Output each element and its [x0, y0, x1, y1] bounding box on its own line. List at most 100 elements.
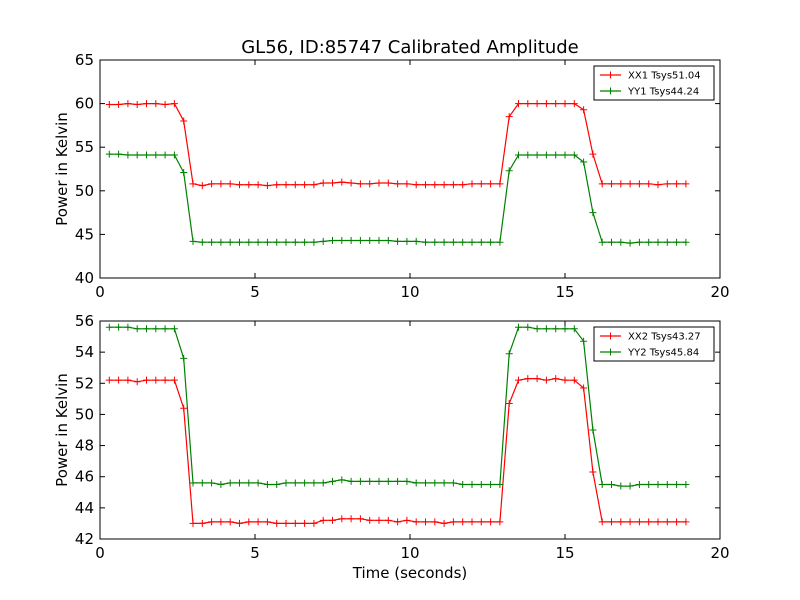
data-point [459, 481, 467, 488]
data-point [394, 477, 402, 485]
data-point [198, 479, 206, 487]
data-point [394, 180, 402, 188]
data-point [133, 325, 141, 333]
data-point [254, 181, 262, 189]
data-point [189, 237, 197, 245]
data-point [552, 151, 560, 159]
data-point [403, 237, 411, 245]
data-point [645, 238, 653, 246]
data-point [282, 479, 290, 487]
data-point [170, 325, 178, 333]
data-point [542, 376, 550, 384]
data-point [105, 100, 113, 108]
data-point [431, 181, 439, 189]
data-point [394, 518, 402, 526]
y-tick-label: 65 [75, 51, 94, 69]
data-point [617, 238, 625, 246]
data-point [366, 516, 374, 524]
data-point [180, 168, 188, 176]
data-point [505, 113, 513, 121]
x-tick-label: 0 [95, 283, 105, 301]
data-point [673, 238, 681, 246]
data-point [273, 519, 281, 527]
data-point [273, 481, 281, 488]
data-point [217, 481, 225, 488]
legend-label: YY2 Tsys45.84 [627, 348, 699, 359]
data-point [208, 479, 216, 487]
data-point [589, 468, 597, 476]
data-point [468, 238, 476, 246]
data-point [384, 179, 392, 187]
data-point [263, 481, 271, 488]
data-point [347, 237, 355, 245]
data-point [236, 181, 243, 189]
data-point [682, 481, 690, 488]
data-point [524, 323, 532, 331]
y-tick-label: 46 [75, 468, 94, 486]
data-point [635, 238, 643, 246]
data-point [654, 481, 662, 488]
data-point [440, 181, 448, 189]
data-point [245, 181, 253, 189]
y-tick-label: 56 [75, 312, 94, 330]
y-tick-label: 50 [75, 182, 94, 200]
data-point [329, 477, 336, 485]
data-point [449, 518, 457, 526]
data-point [329, 179, 336, 187]
data-point [468, 518, 476, 526]
data-point [580, 106, 588, 114]
data-point [496, 238, 504, 246]
data-point [180, 354, 188, 362]
data-point [589, 426, 597, 434]
data-point [598, 481, 606, 488]
data-point [319, 516, 327, 524]
data-point [329, 237, 336, 245]
data-point [487, 518, 495, 526]
y-tick-label: 55 [75, 138, 94, 156]
data-point [245, 238, 253, 246]
legend-label: XX1 Tsys51.04 [628, 71, 701, 82]
data-point [291, 238, 299, 246]
data-point [105, 323, 113, 331]
data-point [152, 100, 160, 108]
data-point [608, 481, 615, 488]
data-point [254, 479, 262, 487]
data-point [115, 323, 123, 331]
chart-title: GL56, ID:85747 Calibrated Amplitude [241, 37, 579, 58]
data-point [384, 237, 392, 245]
data-point [301, 519, 309, 527]
data-point [440, 479, 448, 487]
y-tick-label: 45 [75, 225, 94, 243]
data-point [143, 325, 150, 333]
legend-marker [607, 87, 614, 95]
data-point [347, 477, 355, 485]
data-point [440, 238, 448, 246]
data-point [217, 180, 225, 188]
data-point [515, 376, 522, 384]
legend-marker [607, 332, 614, 340]
data-point [459, 238, 467, 246]
data-point [608, 238, 615, 246]
data-point [608, 180, 615, 188]
data-point [180, 404, 188, 412]
data-point [161, 325, 169, 333]
series-1-2 [105, 150, 690, 247]
data-point [449, 238, 457, 246]
y-tick-label: 48 [75, 437, 94, 455]
data-point [552, 100, 560, 108]
data-point [208, 518, 216, 526]
data-point [310, 519, 318, 527]
data-point [291, 479, 299, 487]
x-tick-label: 20 [710, 283, 729, 301]
data-point [161, 151, 169, 159]
data-point [635, 481, 643, 488]
data-point [133, 100, 141, 108]
data-point [152, 376, 160, 384]
data-point [533, 375, 541, 383]
series-1-1 [105, 100, 690, 190]
data-point [487, 238, 495, 246]
data-point [226, 180, 234, 188]
data-point [654, 181, 662, 189]
